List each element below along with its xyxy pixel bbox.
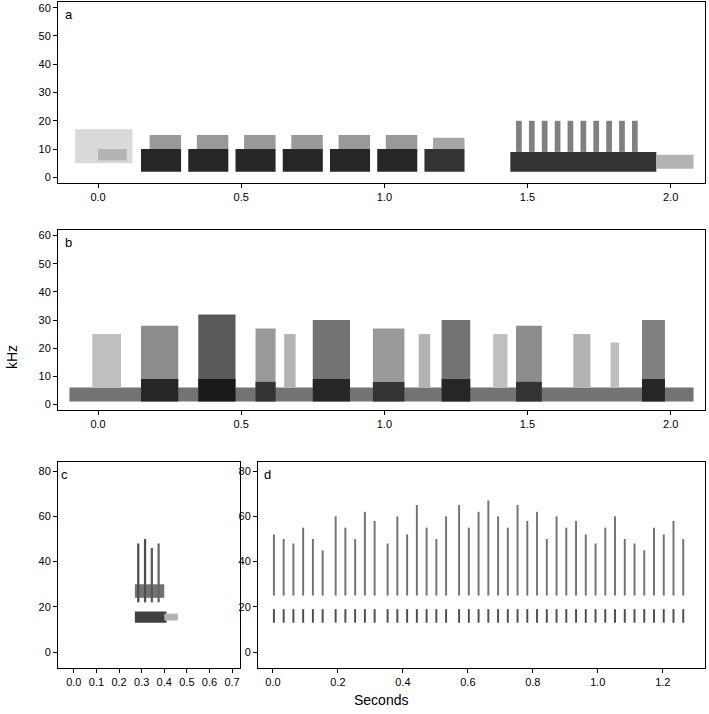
svg-text:0.4: 0.4 bbox=[395, 676, 410, 688]
svg-text:0.6: 0.6 bbox=[460, 676, 475, 688]
svg-text:1.5: 1.5 bbox=[520, 191, 535, 203]
svg-text:d: d bbox=[264, 467, 271, 482]
svg-text:60: 60 bbox=[39, 229, 51, 241]
svg-text:0: 0 bbox=[245, 646, 251, 658]
svg-text:0.5: 0.5 bbox=[179, 676, 194, 688]
svg-text:0.0: 0.0 bbox=[66, 676, 81, 688]
svg-text:20: 20 bbox=[39, 601, 51, 613]
svg-text:10: 10 bbox=[39, 370, 51, 382]
svg-text:kHz: kHz bbox=[4, 345, 20, 369]
svg-text:50: 50 bbox=[39, 30, 51, 42]
svg-text:40: 40 bbox=[39, 555, 51, 567]
svg-text:60: 60 bbox=[39, 510, 51, 522]
svg-text:60: 60 bbox=[39, 2, 51, 14]
svg-text:0.3: 0.3 bbox=[134, 676, 149, 688]
svg-text:0.5: 0.5 bbox=[234, 418, 249, 430]
svg-text:20: 20 bbox=[239, 601, 251, 613]
svg-text:c: c bbox=[61, 467, 68, 482]
svg-text:2.0: 2.0 bbox=[663, 191, 678, 203]
svg-text:0: 0 bbox=[45, 398, 51, 410]
svg-text:20: 20 bbox=[39, 115, 51, 127]
svg-text:Seconds: Seconds bbox=[354, 692, 408, 708]
svg-text:1.0: 1.0 bbox=[377, 191, 392, 203]
svg-text:80: 80 bbox=[239, 465, 251, 477]
svg-text:0.0: 0.0 bbox=[90, 191, 105, 203]
svg-text:0.4: 0.4 bbox=[157, 676, 172, 688]
svg-text:80: 80 bbox=[39, 465, 51, 477]
svg-text:0.0: 0.0 bbox=[90, 418, 105, 430]
svg-text:0.0: 0.0 bbox=[265, 676, 280, 688]
svg-text:0.2: 0.2 bbox=[330, 676, 345, 688]
svg-text:0.1: 0.1 bbox=[89, 676, 104, 688]
svg-text:20: 20 bbox=[39, 342, 51, 354]
svg-text:1.0: 1.0 bbox=[590, 676, 605, 688]
svg-text:0: 0 bbox=[45, 646, 51, 658]
svg-text:30: 30 bbox=[39, 86, 51, 98]
svg-text:0.5: 0.5 bbox=[234, 191, 249, 203]
svg-text:1.0: 1.0 bbox=[377, 418, 392, 430]
svg-text:0.2: 0.2 bbox=[111, 676, 126, 688]
svg-text:1.2: 1.2 bbox=[655, 676, 670, 688]
svg-text:60: 60 bbox=[239, 510, 251, 522]
svg-text:a: a bbox=[65, 7, 73, 22]
svg-text:0.6: 0.6 bbox=[202, 676, 217, 688]
svg-text:30: 30 bbox=[39, 314, 51, 326]
svg-text:1.5: 1.5 bbox=[520, 418, 535, 430]
svg-text:0.8: 0.8 bbox=[525, 676, 540, 688]
svg-text:b: b bbox=[65, 235, 72, 250]
svg-text:10: 10 bbox=[39, 143, 51, 155]
svg-text:40: 40 bbox=[39, 286, 51, 298]
svg-text:0: 0 bbox=[45, 171, 51, 183]
svg-text:40: 40 bbox=[39, 58, 51, 70]
svg-text:50: 50 bbox=[39, 258, 51, 270]
svg-text:2.0: 2.0 bbox=[663, 418, 678, 430]
svg-text:0.7: 0.7 bbox=[224, 676, 239, 688]
svg-text:40: 40 bbox=[239, 555, 251, 567]
